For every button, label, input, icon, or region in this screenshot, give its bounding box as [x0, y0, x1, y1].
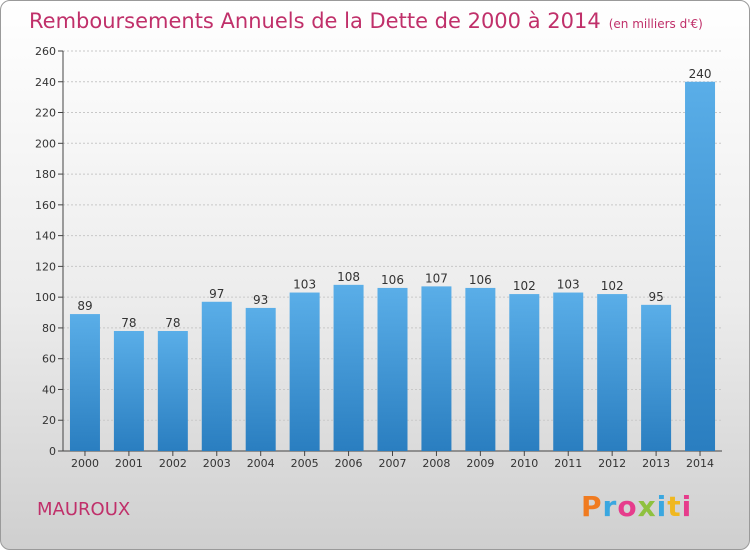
logo-letter: x — [637, 490, 657, 523]
logo-letter: t — [667, 490, 682, 523]
bars — [69, 81, 716, 452]
bar-value-label: 95 — [648, 290, 663, 304]
logo-letter: i — [656, 490, 668, 523]
bar-value-label: 103 — [557, 278, 580, 292]
y-tick-label: 220 — [35, 107, 56, 120]
bar-2012 — [597, 294, 628, 451]
bar-value-labels: 89 78 78 97 93 103 108 106 107 106 102 103 102 95 240 — [77, 67, 711, 330]
x-tick-label: 2013 — [642, 457, 670, 470]
x-tick-label: 2010 — [510, 457, 538, 470]
y-tick-label: 40 — [42, 383, 56, 396]
bar-2002 — [157, 331, 188, 451]
bar-value-label: 93 — [253, 293, 268, 307]
y-tick-label: 0 — [49, 445, 56, 458]
bar-value-label: 78 — [121, 316, 136, 330]
bar-value-label: 103 — [293, 278, 316, 292]
bar-value-label: 97 — [209, 287, 224, 301]
x-tick-label: 2011 — [554, 457, 582, 470]
x-tick-label: 2014 — [686, 457, 714, 470]
bar-2008 — [421, 286, 452, 451]
y-tick-label: 260 — [35, 45, 56, 58]
logo-letter: r — [602, 490, 618, 523]
y-tick-label: 200 — [35, 137, 56, 150]
chart-title: Remboursements Annuels de la Dette de 20… — [29, 9, 703, 33]
x-tick-label: 2008 — [422, 457, 450, 470]
chart-subtitle: (en milliers d'€) — [608, 17, 703, 31]
y-tick-label: 100 — [35, 291, 56, 304]
y-tick-label: 240 — [35, 76, 56, 89]
bar-2004 — [245, 307, 276, 451]
x-tick-label: 2007 — [379, 457, 407, 470]
bar-2005 — [289, 292, 320, 451]
x-tick-label: 2009 — [466, 457, 494, 470]
y-tick-label: 80 — [42, 322, 56, 335]
x-tick-label: 2012 — [598, 457, 626, 470]
y-tick-labels: 0 20 40 60 80 100 120 140 160 180 200 220 240 260 — [35, 45, 56, 458]
logo-letter: P — [581, 490, 603, 523]
x-tick-label: 2000 — [71, 457, 99, 470]
bar-2006 — [333, 284, 364, 451]
bar-value-label: 89 — [77, 299, 92, 313]
bar-2000 — [69, 314, 100, 451]
bar-2011 — [553, 292, 584, 451]
y-tick-label: 60 — [42, 353, 56, 366]
x-tick-label: 2003 — [203, 457, 231, 470]
bar-value-label: 102 — [513, 279, 536, 293]
y-tick-label: 140 — [35, 230, 56, 243]
x-tick-label: 2002 — [159, 457, 187, 470]
bar-2010 — [509, 294, 540, 451]
y-tick-label: 120 — [35, 260, 56, 273]
bar-value-label: 106 — [381, 273, 404, 287]
bar-value-label: 78 — [165, 316, 180, 330]
bar-value-label: 240 — [689, 67, 712, 81]
chart-title-text: Remboursements Annuels de la Dette de 20… — [29, 9, 601, 33]
x-tick-label: 2001 — [115, 457, 143, 470]
bar-value-label: 108 — [337, 270, 360, 284]
bar-value-label: 107 — [425, 271, 448, 285]
proxiti-logo[interactable]: Proxiti — [581, 490, 692, 523]
bar-2013 — [641, 304, 672, 451]
commune-name: MAUROUX — [37, 499, 131, 520]
bar-value-label: 102 — [601, 279, 624, 293]
logo-letter: i — [681, 490, 693, 523]
bar-value-label: 106 — [469, 273, 492, 287]
bar-2007 — [377, 287, 408, 451]
y-tick-label: 180 — [35, 168, 56, 181]
x-tick-label: 2004 — [247, 457, 275, 470]
y-tick-label: 20 — [42, 414, 56, 427]
x-tick-label: 2005 — [291, 457, 319, 470]
logo-letter: o — [617, 490, 638, 523]
x-tick-labels: 2000 2001 2002 2003 2004 2005 2006 2007 2008 2009… — [71, 457, 714, 470]
x-tick-label: 2006 — [335, 457, 363, 470]
bar-2001 — [113, 331, 144, 451]
bar-2009 — [465, 287, 496, 451]
bar-2014 — [685, 81, 716, 452]
y-tick-label: 160 — [35, 199, 56, 212]
bar-2003 — [201, 301, 232, 451]
